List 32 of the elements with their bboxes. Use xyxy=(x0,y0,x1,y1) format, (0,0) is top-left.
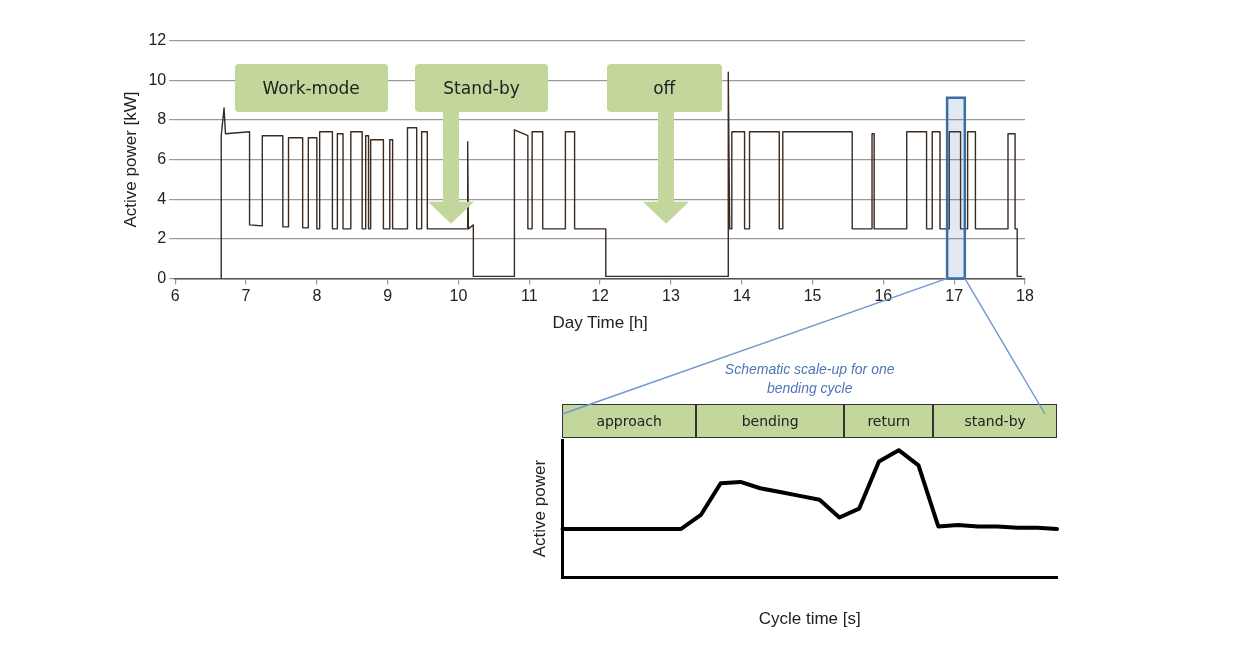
text: approach xyxy=(562,404,696,438)
y-tick-label: 0 xyxy=(157,268,167,286)
x-tick-label: 10 xyxy=(449,287,468,305)
x-tick-label: 9 xyxy=(383,287,393,305)
y-tick-label: 10 xyxy=(148,70,167,88)
y-axis-title: Active power xyxy=(529,459,549,558)
text: stand-by xyxy=(933,404,1057,438)
chart-title: Schematic scale-up for one bending cycle xyxy=(723,360,896,398)
annotation: Work-mode xyxy=(262,78,360,99)
x-tick-label: 15 xyxy=(803,287,822,305)
x-tick-label: 11 xyxy=(520,287,538,305)
y-axis-title: Active power [kW] xyxy=(120,91,140,228)
x-tick-label: 14 xyxy=(732,287,751,305)
x-tick-label: 7 xyxy=(241,287,251,305)
x-tick-label: 18 xyxy=(1016,287,1034,305)
x-axis-title: Cycle time [s] xyxy=(758,609,861,629)
y-tick-label: 8 xyxy=(157,110,167,128)
x-tick-label: 16 xyxy=(874,287,893,305)
annotation: Stand-by xyxy=(443,78,520,99)
y-tick-label: 12 xyxy=(148,31,167,49)
x-axis-title: Day Time [h] xyxy=(552,313,648,333)
y-tick-label: 6 xyxy=(157,149,167,167)
annotation: off xyxy=(653,78,676,99)
text: return xyxy=(844,404,934,438)
x-tick-label: 8 xyxy=(312,287,322,305)
y-tick-label: 4 xyxy=(157,189,167,207)
x-tick-label: 12 xyxy=(591,287,610,305)
y-tick-label: 2 xyxy=(157,229,167,247)
text: bending xyxy=(695,404,845,438)
x-tick-label: 6 xyxy=(170,287,180,305)
x-tick-label: 17 xyxy=(945,287,964,305)
x-tick-label: 13 xyxy=(662,287,680,305)
